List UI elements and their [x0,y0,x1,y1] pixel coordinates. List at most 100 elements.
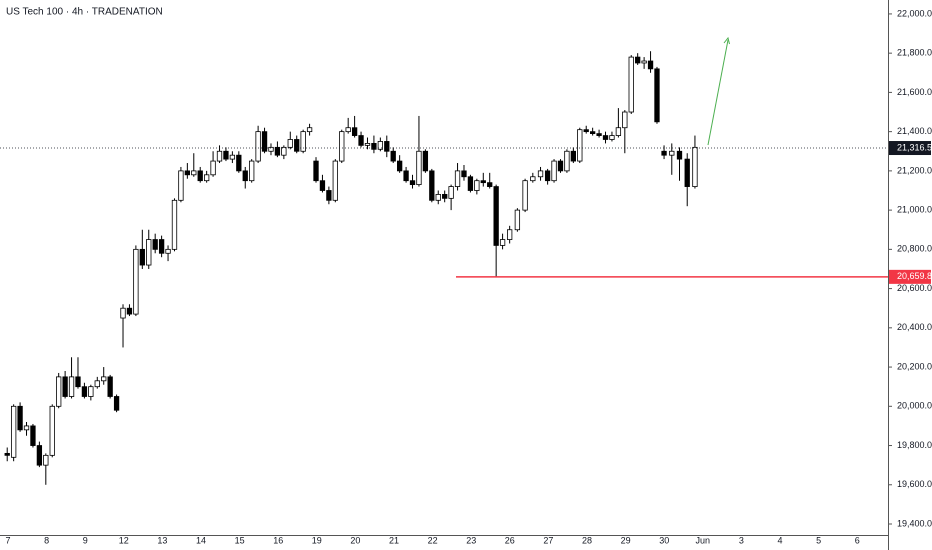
y-tick-label: 20,200.0 [897,361,932,371]
x-tick-label: 13 [157,535,167,545]
candle-body [287,139,293,148]
candle-body [120,307,126,319]
candle-body [236,154,242,172]
x-tick-label: 16 [273,535,283,545]
candle-body [507,229,513,240]
candle-body [126,307,133,315]
candle-body [371,143,377,150]
candle-body [564,150,570,172]
candle-body [676,150,683,160]
x-tick-label: 15 [235,535,245,545]
candle-body [628,56,634,113]
candle-body [635,56,641,64]
candle-body [146,239,152,266]
candle-body [615,127,622,136]
candle-body [191,170,197,176]
candle-body [461,170,467,178]
candle-body [467,176,474,191]
candle-body [602,135,609,140]
y-tick-label: 19,400.0 [897,518,932,528]
candle-body [133,248,139,315]
candle-body [596,133,602,136]
candle-body [522,180,528,211]
candle-body [36,445,43,466]
candle-body [332,160,338,201]
candle-body [197,170,203,182]
candle-body [261,131,268,152]
candle-body [422,150,429,172]
y-tick-label: 20,000.0 [897,401,932,411]
y-tick-label: 21,400.0 [897,126,932,136]
candle-body [88,386,94,397]
y-tick-label: 20,800.0 [897,244,932,254]
candle-body [377,141,384,150]
candle-body [326,190,332,201]
candle-body [274,146,281,156]
candle-body [23,425,30,431]
candle-body [152,239,158,250]
x-tick-label: 19 [312,535,322,545]
candle-body [396,160,403,172]
support-label-box [889,269,931,284]
y-tick-label: 19,600.0 [897,479,932,489]
x-tick-label: 30 [659,535,669,545]
candle-body [390,150,396,162]
candle-body [113,396,120,411]
chart-title: US Tech 100 · 4h · TRADENATION [6,7,163,18]
candle-body [56,376,62,407]
candle-body [493,186,499,246]
candle-body [229,154,236,160]
candle-body [75,376,81,388]
price-label: 21,316.5 [897,142,932,152]
candle-body [171,199,178,250]
candle-body [647,60,654,70]
candle-body [661,150,667,156]
y-tick-label: 20,400.0 [897,322,932,332]
candle-body [514,209,521,231]
candle-body [570,150,577,162]
candle-body [216,150,223,162]
y-tick-label: 21,600.0 [897,87,932,97]
candle-body [339,131,345,162]
candle-body [487,182,493,187]
x-tick-label: 4 [777,535,782,545]
price-label-box [889,141,931,156]
candle-body [17,405,23,431]
candle-body [654,68,660,123]
candle-body [609,135,615,140]
candle-body [641,60,647,64]
candle-body [178,170,184,201]
candle-body [94,380,100,388]
candle-body [101,376,107,382]
x-tick-label: 6 [855,535,860,545]
support-label: 20,659.8 [897,271,932,281]
x-tick-label: 14 [196,535,206,545]
candle-body [300,131,306,152]
candle-body [448,186,454,199]
candle-body [249,160,255,182]
candle-body [139,248,145,266]
candle-body [184,170,191,176]
x-tick-label: 28 [582,535,592,545]
candle-body [442,194,448,199]
candle-body [203,174,210,182]
candle-body [577,129,583,162]
candle-body [557,160,564,172]
x-tick-label: 9 [83,535,88,545]
x-tick-label: 21 [389,535,399,545]
y-tick-label: 21,800.0 [897,48,932,58]
candle-body [530,176,536,182]
candle-body [210,160,216,176]
x-tick-label: 23 [466,535,476,545]
arrow [707,39,729,146]
x-tick-label: 7 [5,535,10,545]
candle-body [30,425,36,446]
x-tick-label: 12 [119,535,129,545]
candle-body [684,158,690,187]
candle-body [544,170,551,182]
x-tick-label: 20 [350,535,360,545]
candle-body [669,150,675,156]
y-tick-label: 19,800.0 [897,440,932,450]
y-tick-label: 20,600.0 [897,283,932,293]
